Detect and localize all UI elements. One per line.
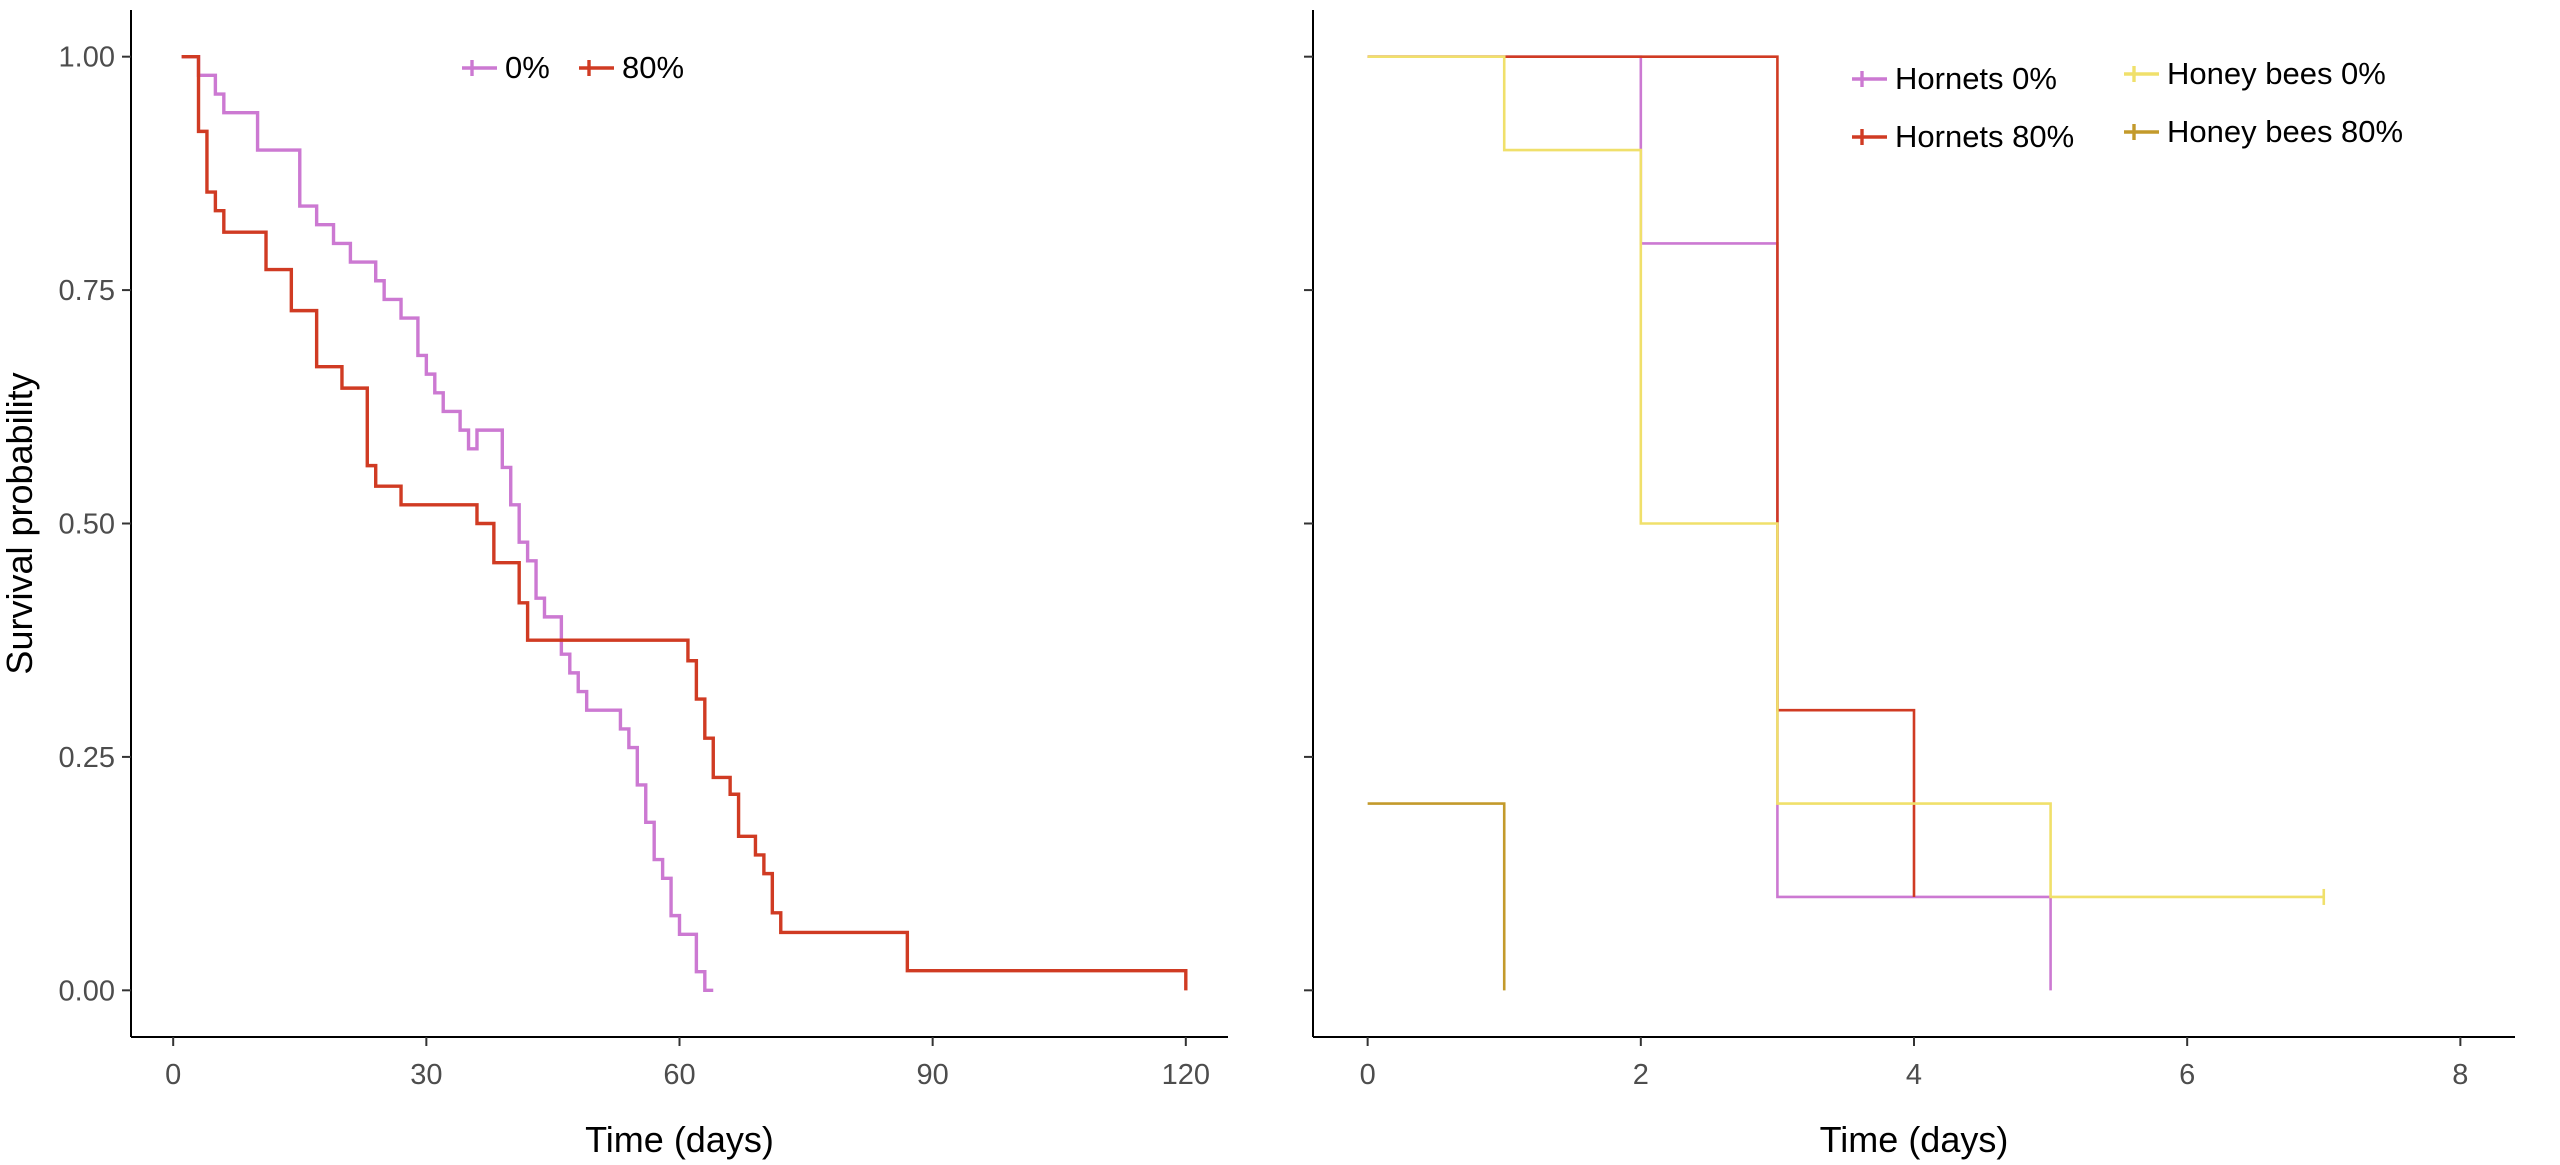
x-tick-label: 120: [1162, 1059, 1210, 1091]
legend-label: Honey bees 0%: [2167, 56, 2386, 91]
x-tick-label: 4: [1906, 1059, 1922, 1091]
legend-label: Hornets 0%: [1895, 61, 2057, 96]
y-tick-label: 0.00: [59, 975, 115, 1007]
x-tick-label: 2: [1633, 1059, 1649, 1091]
x-axis-title: Time (days): [1820, 1119, 2009, 1160]
y-tick-label: 0.75: [59, 275, 115, 307]
x-tick-label: 8: [2452, 1059, 2468, 1091]
legend-label: Hornets 80%: [1895, 119, 2074, 154]
series-line-3: [1367, 802, 1506, 991]
x-tick-label: 30: [410, 1059, 442, 1091]
x-tick-label: 60: [663, 1059, 695, 1091]
legend-label: 80%: [622, 50, 684, 85]
y-tick-label: 1.00: [59, 42, 115, 74]
x-tick-label: 6: [2179, 1059, 2195, 1091]
y-tick-label: 0.50: [59, 509, 115, 541]
x-tick-label: 90: [917, 1059, 949, 1091]
x-axis-title: Time (days): [585, 1119, 774, 1160]
series-line-1: [181, 54, 1188, 991]
legend-label: 0%: [505, 50, 550, 85]
x-tick-label: 0: [1360, 1059, 1376, 1091]
panel-right: 0 2 4 6 8 Time (days) Hornets 0% Hornets 80% Hon…: [1304, 10, 2515, 1160]
x-tick-label: 0: [165, 1059, 181, 1091]
series-line-2: [1367, 55, 2324, 899]
y-axis-title: Survival probability: [0, 372, 40, 674]
panel-left: 0 30 60 90 120 0.00 0.25 0.50 0.75 1.00 Time (days…: [0, 10, 1228, 1160]
legend-label: Honey bees 80%: [2167, 114, 2403, 149]
series-line-0: [181, 54, 714, 993]
y-tick-label: 0.25: [59, 742, 115, 774]
